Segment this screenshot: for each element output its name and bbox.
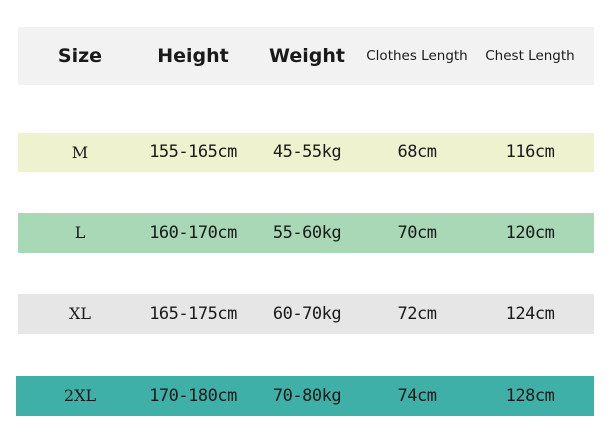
cell-size: M <box>71 142 89 162</box>
cell-chest-length: 120cm <box>505 222 555 243</box>
cell-size: 2XL <box>63 386 97 406</box>
cell-chest-length: 124cm <box>505 303 555 324</box>
cell-weight: 60-70kg <box>272 303 342 324</box>
cell-weight: 45-55kg <box>272 142 342 163</box>
cell-chest-length: 128cm <box>505 385 555 406</box>
table-row-l: L 160-170cm 55-60kg 70cm 120cm <box>18 213 594 253</box>
table-row-xl: XL 165-175cm 60-70kg 72cm 124cm <box>18 294 594 334</box>
header-size: Size <box>57 44 103 67</box>
table-row-m: M 155-165cm 45-55kg 68cm 116cm <box>18 133 594 172</box>
cell-height: 160-170cm <box>149 222 237 243</box>
cell-clothes-length: 72cm <box>397 303 437 324</box>
cell-size: L <box>74 223 86 243</box>
cell-weight: 55-60kg <box>272 222 342 243</box>
cell-size: XL <box>68 304 92 324</box>
cell-height: 165-175cm <box>149 303 237 324</box>
cell-chest-length: 116cm <box>505 142 555 163</box>
cell-height: 155-165cm <box>149 142 237 163</box>
cell-clothes-length: 74cm <box>397 385 437 406</box>
header-weight: Weight <box>269 44 345 67</box>
cell-clothes-length: 70cm <box>397 222 437 243</box>
header-chest-length: Chest Length <box>485 47 575 64</box>
header-clothes-length: Clothes Length <box>366 47 468 64</box>
cell-clothes-length: 68cm <box>397 142 437 163</box>
header-height: Height <box>157 44 229 67</box>
cell-height: 170-180cm <box>149 385 237 406</box>
table-row-2xl: 2XL 170-180cm 70-80kg 74cm 128cm <box>16 376 594 416</box>
cell-weight: 70-80kg <box>272 385 342 406</box>
header-row: Size Height Weight Clothes Length Chest … <box>18 27 594 85</box>
